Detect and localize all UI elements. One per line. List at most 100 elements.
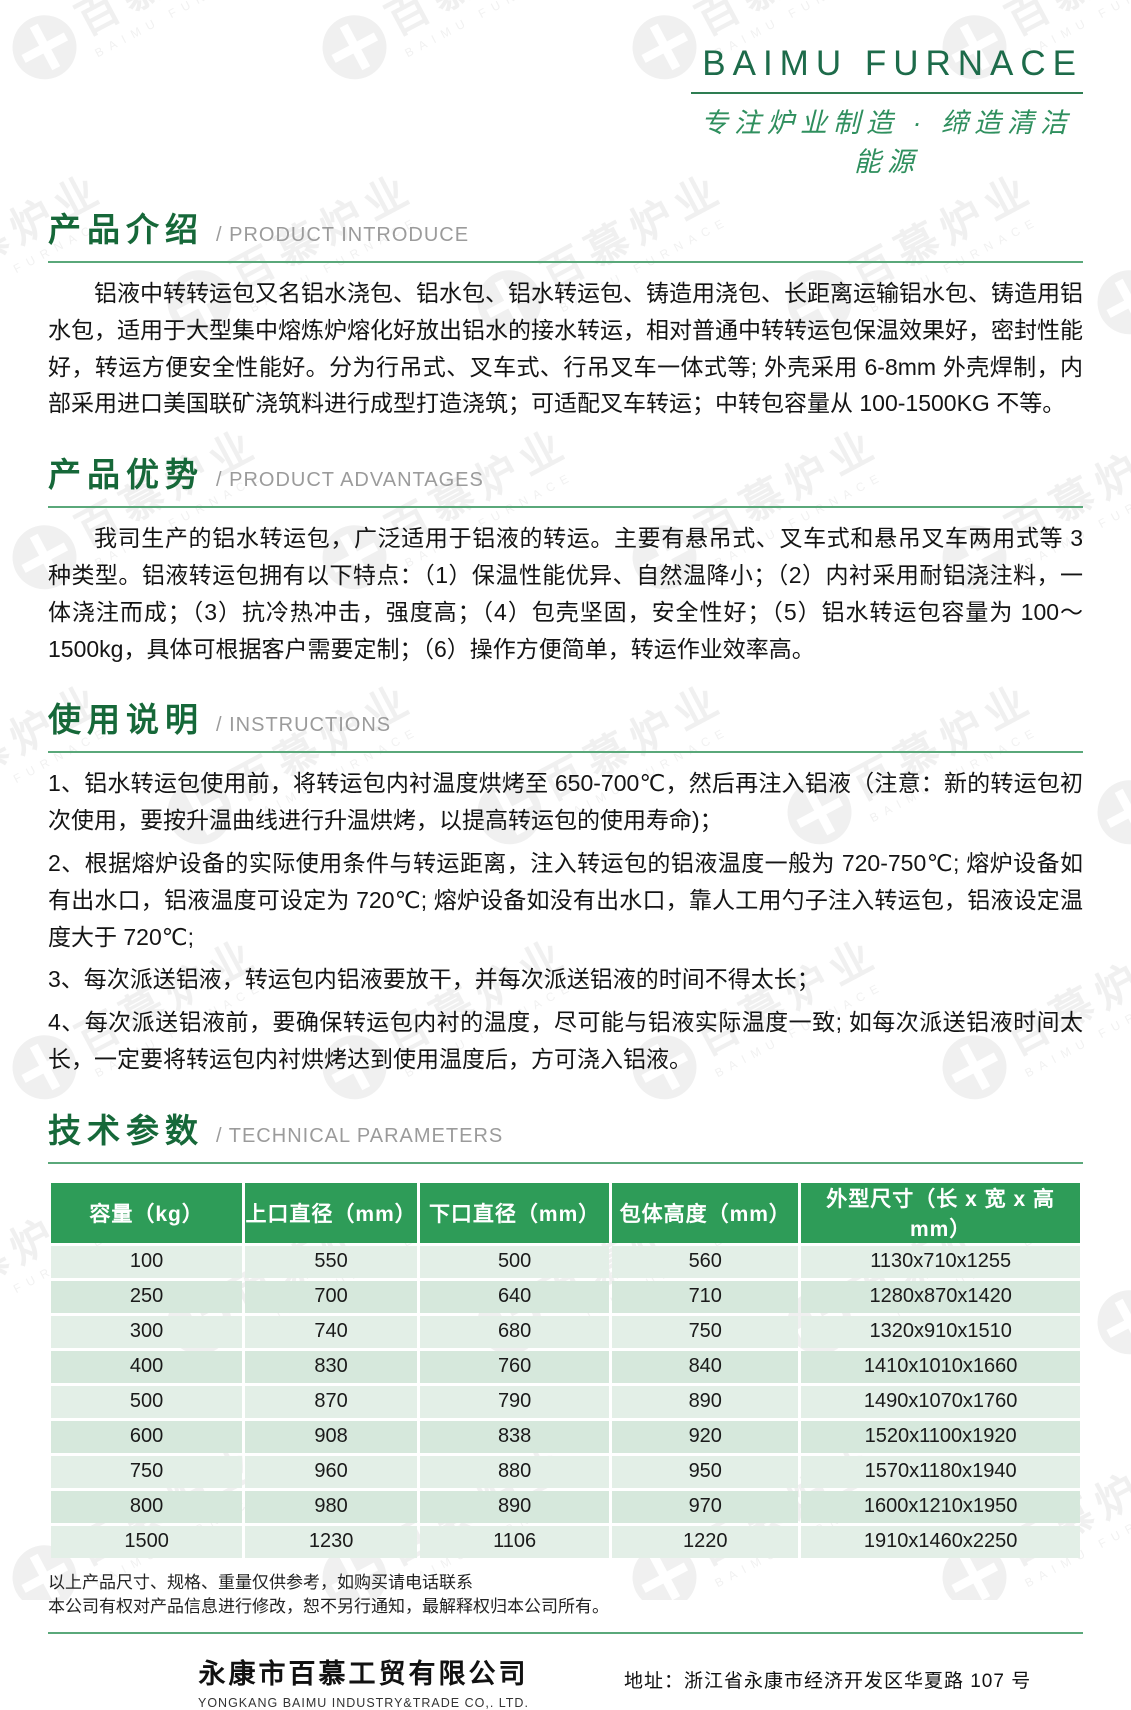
table-cell: 1130x710x1255 <box>801 1245 1080 1278</box>
brand-divider <box>691 92 1083 94</box>
table-row: 300 740 680 750 1320x910x1510 <box>51 1315 1080 1348</box>
table-cell: 840 <box>612 1350 799 1383</box>
table-cell: 908 <box>245 1420 418 1453</box>
table-cell: 1490x1070x1760 <box>801 1385 1080 1418</box>
section-underline <box>48 1161 1083 1164</box>
table-cell: 550 <box>245 1245 418 1278</box>
table-cell: 710 <box>612 1280 799 1313</box>
table-cell: 800 <box>51 1490 243 1523</box>
section-title-en: / TECHNICAL PARAMETERS <box>216 1124 504 1147</box>
table-cell: 920 <box>612 1420 799 1453</box>
table-cell: 740 <box>245 1315 418 1348</box>
company-name-zh: 永康市百慕工贸有限公司 <box>198 1659 529 1690</box>
section-title-zh: 产品介绍 <box>48 211 204 248</box>
table-cell: 890 <box>612 1385 799 1418</box>
table-cell: 1410x1010x1660 <box>801 1350 1080 1383</box>
footer-divider <box>48 1632 1083 1635</box>
product-advantages-text: 我司生产的铝水转运包，广泛适用于铝液的转运。主要有悬吊式、叉车式和悬吊叉车两用式… <box>48 525 1083 662</box>
table-cell: 1106 <box>420 1525 610 1558</box>
section-technical-parameters: 技术参数 / TECHNICAL PARAMETERS 容量（kg） 上口直径（m… <box>48 1104 1083 1561</box>
table-row: 500 870 790 890 1490x1070x1760 <box>51 1385 1080 1418</box>
instruction-item: 2、根据熔炉设备的实际使用条件与转运距离，注入转运包的铝液温度一般为 720-7… <box>48 849 1083 950</box>
table-cell: 950 <box>612 1455 799 1488</box>
table-cell: 790 <box>420 1385 610 1418</box>
section-heading: 产品优势 / PRODUCT ADVANTAGES <box>48 448 1083 496</box>
table-header-cell: 容量（kg） <box>51 1182 243 1243</box>
company-block: 永康市百慕工贸有限公司 YONGKANG BAIMU INDUSTRY&TRAD… <box>198 1652 529 1710</box>
table-cell: 1600x1210x1950 <box>801 1490 1080 1523</box>
notes-block: 以上产品尺寸、规格、重量仅供参考，如购买请电话联系 本公司有权对产品信息进行修改… <box>48 1571 1083 1620</box>
table-cell: 870 <box>245 1385 418 1418</box>
section-title-en: / INSTRUCTIONS <box>216 714 392 737</box>
table-cell: 560 <box>612 1245 799 1278</box>
section-title-en: / PRODUCT INTRODUCE <box>216 224 470 246</box>
table-cell: 838 <box>420 1420 610 1453</box>
company-address: 地址：浙江省永康市经济开发区华夏路 107 号 <box>623 1671 1032 1693</box>
section-title-en: / PRODUCT ADVANTAGES <box>216 469 484 492</box>
section-underline <box>48 261 1083 263</box>
table-cell: 680 <box>420 1315 610 1348</box>
table-cell: 300 <box>51 1315 243 1348</box>
section-heading: 使用说明 / INSTRUCTIONS <box>48 693 1083 741</box>
table-header-cell: 上口直径（mm） <box>245 1182 418 1243</box>
table-cell: 1910x1460x2250 <box>801 1525 1080 1558</box>
table-cell: 640 <box>420 1280 610 1313</box>
table-header-row: 容量（kg） 上口直径（mm） 下口直径（mm） 包体高度（mm） 外型尺寸（长 x 宽… <box>51 1182 1080 1243</box>
section-underline <box>48 751 1083 754</box>
table-cell: 700 <box>245 1280 418 1313</box>
section-heading: 技术参数 / TECHNICAL PARAMETERS <box>48 1104 1083 1152</box>
section-product-introduce: 产品介绍 / PRODUCT INTRODUCE 铝液中转转运包又名铝水浇包、铝… <box>48 203 1083 422</box>
table-cell: 500 <box>51 1385 243 1418</box>
table-row: 250 700 640 710 1280x870x1420 <box>51 1280 1080 1313</box>
table-cell: 400 <box>51 1350 243 1383</box>
table-cell: 1230 <box>245 1525 418 1558</box>
instruction-item: 4、每次派送铝液前，要确保转运包内衬的温度，尽可能与铝液实际温度一致; 如每次派… <box>48 1009 1083 1072</box>
table-cell: 500 <box>420 1245 610 1278</box>
parameters-table: 容量（kg） 上口直径（mm） 下口直径（mm） 包体高度（mm） 外型尺寸（长 x 宽… <box>48 1180 1083 1561</box>
table-row: 600 908 838 920 1520x1100x1920 <box>51 1420 1080 1453</box>
company-name-en: YONGKANG BAIMU INDUSTRY&TRADE CO,. LTD. <box>198 1696 529 1710</box>
section-title-zh: 产品优势 <box>48 456 204 494</box>
table-cell: 960 <box>245 1455 418 1488</box>
brand-block: BAIMU FURNACE 专注炉业制造 · 缔造清洁能源 <box>48 0 1083 179</box>
table-cell: 980 <box>245 1490 418 1523</box>
brand-name: BAIMU FURNACE <box>702 44 1083 83</box>
product-introduce-text: 铝液中转转运包又名铝水浇包、铝水包、铝水转运包、铸造用浇包、长距离运输铝水包、铸… <box>48 280 1083 417</box>
footer: 永康市百慕工贸有限公司 YONGKANG BAIMU INDUSTRY&TRAD… <box>48 1652 1083 1710</box>
table-cell: 750 <box>612 1315 799 1348</box>
table-header-cell: 下口直径（mm） <box>420 1182 610 1243</box>
note-line: 本公司有权对产品信息进行修改，恕不另行通知，最解释权归本公司所有。 <box>48 1597 609 1617</box>
table-row: 1500 1230 1106 1220 1910x1460x2250 <box>51 1525 1080 1558</box>
table-cell: 880 <box>420 1455 610 1488</box>
table-cell: 250 <box>51 1280 243 1313</box>
table-header-cell: 外型尺寸（长 x 宽 x 高 mm） <box>801 1182 1080 1243</box>
table-cell: 830 <box>245 1350 418 1383</box>
table-cell: 1280x870x1420 <box>801 1280 1080 1313</box>
table-cell: 1570x1180x1940 <box>801 1455 1080 1488</box>
table-header-cell: 包体高度（mm） <box>612 1182 799 1243</box>
instruction-item: 3、每次派送铝液，转运包内铝液要放干，并每次派送铝液的时间不得太长； <box>48 966 820 993</box>
section-title-zh: 使用说明 <box>48 701 204 739</box>
brand-slogan: 专注炉业制造 · 缔造清洁能源 <box>701 108 1073 177</box>
note-line: 以上产品尺寸、规格、重量仅供参考，如购买请电话联系 <box>48 1572 473 1592</box>
section-title-zh: 技术参数 <box>48 1111 204 1149</box>
section-underline <box>48 506 1083 509</box>
table-cell: 1320x910x1510 <box>801 1315 1080 1348</box>
table-row: 750 960 880 950 1570x1180x1940 <box>51 1455 1080 1488</box>
section-heading: 产品介绍 / PRODUCT INTRODUCE <box>48 203 1083 251</box>
table-row: 100 550 500 560 1130x710x1255 <box>51 1245 1080 1278</box>
table-cell: 1520x1100x1920 <box>801 1420 1080 1453</box>
table-cell: 600 <box>51 1420 243 1453</box>
table-cell: 1220 <box>612 1525 799 1558</box>
section-instructions: 使用说明 / INSTRUCTIONS 1、铝水转运包使用前，将转运包内衬温度烘… <box>48 693 1083 1077</box>
table-cell: 100 <box>51 1245 243 1278</box>
table-cell: 750 <box>51 1455 243 1488</box>
table-row: 800 980 890 970 1600x1210x1950 <box>51 1490 1080 1523</box>
table-cell: 760 <box>420 1350 610 1383</box>
section-product-advantages: 产品优势 / PRODUCT ADVANTAGES 我司生产的铝水转运包，广泛适… <box>48 448 1083 667</box>
table-cell: 970 <box>612 1490 799 1523</box>
table-row: 400 830 760 840 1410x1010x1660 <box>51 1350 1080 1383</box>
table-cell: 890 <box>420 1490 610 1523</box>
table-cell: 1500 <box>51 1525 243 1558</box>
